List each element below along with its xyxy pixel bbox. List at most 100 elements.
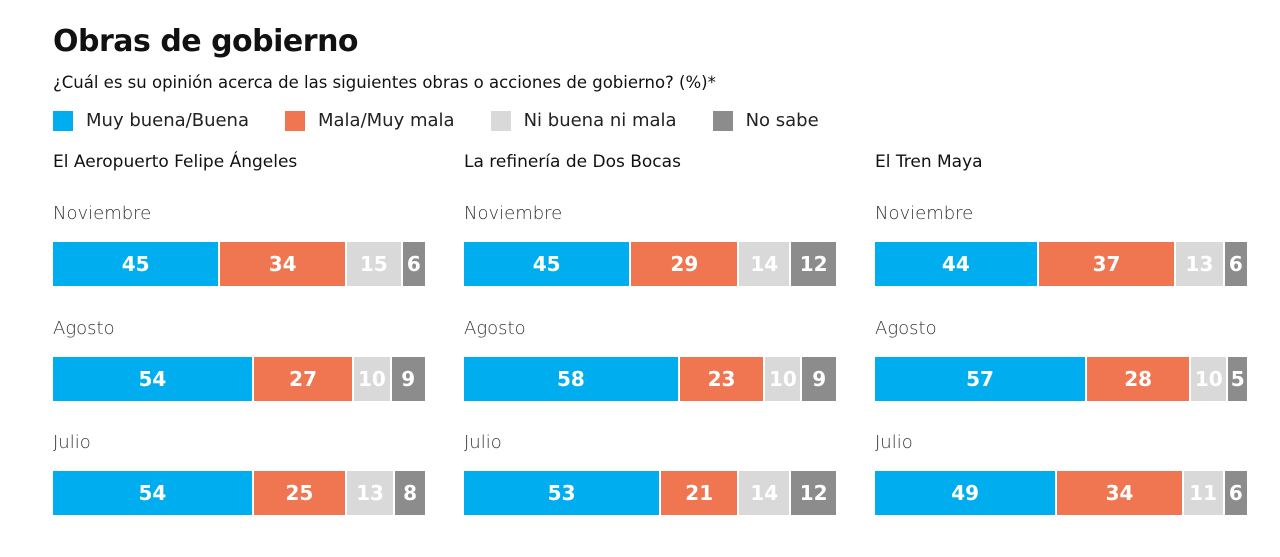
segment-ni-buena: 15 <box>346 242 403 286</box>
segment-ni-buena: 10 <box>765 357 803 401</box>
segment-no-sabe: 5 <box>1228 357 1247 401</box>
data-label: 34 <box>1105 481 1134 505</box>
legend-swatch <box>53 110 73 131</box>
legend-swatch <box>490 110 511 131</box>
data-label: 14 <box>750 481 779 505</box>
segment-no-sabe: 12 <box>791 242 836 286</box>
panel-tren-maya: El Tren Maya Noviembre 44 37 13 6 Agosto 57… <box>875 150 1247 515</box>
chart-subtitle: ¿Cuál es su opinión acerca de las siguie… <box>53 73 716 92</box>
segment-muy-buena: 57 <box>875 357 1088 401</box>
data-label: 8 <box>403 481 418 505</box>
month-label: Noviembre <box>464 203 563 224</box>
legend-label: Mala/Muy mala <box>318 110 455 131</box>
segment-mala: 28 <box>1087 357 1192 401</box>
data-label: 54 <box>138 481 167 505</box>
data-label: 25 <box>285 481 314 505</box>
data-label: 10 <box>357 367 386 391</box>
data-label: 13 <box>356 481 384 505</box>
bar-row: Noviembre 44 37 13 6 <box>875 202 1247 286</box>
data-label: 10 <box>1194 367 1223 391</box>
data-label: 27 <box>289 367 318 391</box>
data-label: 6 <box>1228 252 1243 276</box>
data-label: 12 <box>799 252 828 276</box>
panel-title: El Aeropuerto Felipe Ángeles <box>53 152 298 172</box>
segment-muy-buena: 49 <box>875 471 1058 515</box>
legend-label: Ni buena ni mala <box>523 110 677 131</box>
month-label: Julio <box>464 432 502 453</box>
bar-row: Julio 53 21 14 12 <box>464 431 836 515</box>
segment-mala: 34 <box>1057 471 1184 515</box>
segment-no-sabe: 8 <box>395 471 425 515</box>
legend-label: Muy buena/Buena <box>86 110 249 131</box>
segment-no-sabe: 9 <box>391 357 425 401</box>
month-label: Agosto <box>875 318 937 339</box>
legend-item-mala: Mala/Muy mala <box>285 110 455 131</box>
legend-swatch <box>285 110 305 131</box>
segment-mala: 25 <box>253 471 347 515</box>
data-label: 6 <box>406 252 421 276</box>
data-label: 6 <box>1228 481 1243 505</box>
data-label: 37 <box>1092 252 1121 276</box>
data-label: 23 <box>707 367 736 391</box>
data-label: 44 <box>941 252 970 276</box>
data-label: 49 <box>951 481 980 505</box>
legend-item-no-sabe: No sabe <box>712 110 819 131</box>
legend: Muy buena/Buena Mala/Muy mala Ni buena n… <box>53 110 855 131</box>
segment-no-sabe: 9 <box>802 357 836 401</box>
data-label: 21 <box>685 481 714 505</box>
stacked-bar: 54 27 10 9 <box>53 357 425 401</box>
panel-title: La refinería de Dos Bocas <box>464 152 681 172</box>
data-label: 15 <box>359 252 388 276</box>
month-label: Agosto <box>53 318 115 339</box>
data-label: 54 <box>138 367 167 391</box>
segment-ni-buena: 13 <box>1176 242 1225 286</box>
data-label: 10 <box>768 367 797 391</box>
data-label: 9 <box>812 367 827 391</box>
bar-row: Julio 54 25 13 8 <box>53 431 425 515</box>
stacked-bar: 49 34 11 6 <box>875 471 1247 515</box>
segment-ni-buena: 13 <box>346 471 396 515</box>
legend-label: No sabe <box>745 110 819 131</box>
bar-row: Agosto 54 27 10 9 <box>53 317 425 401</box>
segment-mala: 21 <box>661 471 740 515</box>
data-label: 34 <box>268 252 297 276</box>
data-label: 28 <box>1124 367 1153 391</box>
data-label: 12 <box>799 481 828 505</box>
bar-row: Noviembre 45 29 14 12 <box>464 202 836 286</box>
legend-item-muy-buena: Muy buena/Buena <box>53 110 249 131</box>
segment-mala: 37 <box>1038 242 1177 286</box>
segment-ni-buena: 10 <box>354 357 392 401</box>
segment-muy-buena: 54 <box>53 471 254 515</box>
segment-ni-buena: 10 <box>1191 357 1229 401</box>
segment-ni-buena: 14 <box>739 471 792 515</box>
data-label: 14 <box>750 252 779 276</box>
segment-mala: 23 <box>679 357 766 401</box>
data-label: 5 <box>1230 367 1245 391</box>
panel-aeropuerto: El Aeropuerto Felipe Ángeles Noviembre 4… <box>53 150 425 515</box>
segment-muy-buena: 54 <box>53 357 254 401</box>
panel-title: El Tren Maya <box>875 152 983 172</box>
data-label: 13 <box>1185 252 1214 276</box>
segment-muy-buena: 58 <box>464 357 680 401</box>
stacked-bar: 45 34 15 6 <box>53 242 425 286</box>
data-label: 53 <box>547 481 576 505</box>
bar-row: Julio 49 34 11 6 <box>875 431 1247 515</box>
month-label: Julio <box>875 432 913 453</box>
segment-muy-buena: 44 <box>875 242 1039 286</box>
segment-no-sabe: 6 <box>1224 242 1247 286</box>
data-label: 29 <box>670 252 699 276</box>
data-label: 58 <box>556 367 585 391</box>
segment-mala: 29 <box>631 242 740 286</box>
segment-no-sabe: 6 <box>1224 471 1247 515</box>
segment-muy-buena: 45 <box>464 242 632 286</box>
stacked-bar: 57 28 10 5 <box>875 357 1247 401</box>
bar-row: Agosto 58 23 10 9 <box>464 317 836 401</box>
stacked-bar: 45 29 14 12 <box>464 242 836 286</box>
chart-title: Obras de gobierno <box>53 24 359 59</box>
month-label: Noviembre <box>875 203 974 224</box>
stacked-bar: 54 25 13 8 <box>53 471 425 515</box>
month-label: Julio <box>53 432 91 453</box>
segment-muy-buena: 45 <box>53 242 221 286</box>
segment-muy-buena: 53 <box>464 471 662 515</box>
data-label: 45 <box>532 252 561 276</box>
